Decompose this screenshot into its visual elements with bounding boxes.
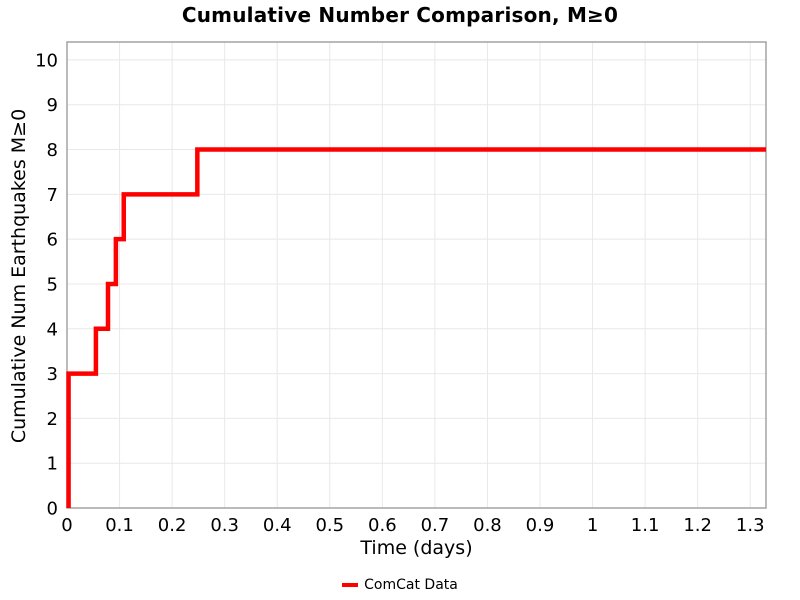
x-tick-label: 0.3 <box>210 515 239 536</box>
x-tick-label: 1.1 <box>631 515 660 536</box>
x-tick-label: 1.2 <box>683 515 712 536</box>
x-tick-label: 0.9 <box>526 515 555 536</box>
x-tick-label: 0.6 <box>368 515 397 536</box>
x-axis-label: Time (days) <box>360 537 473 559</box>
y-tick-label: 9 <box>47 95 58 116</box>
x-tick-label: 0.1 <box>105 515 134 536</box>
x-tick-label: 0.2 <box>158 515 187 536</box>
y-tick-label: 3 <box>47 364 58 385</box>
chart-title: Cumulative Number Comparison, M≥0 <box>181 3 619 27</box>
x-tick-label: 0.8 <box>473 515 502 536</box>
x-tick-label: 1.3 <box>736 515 765 536</box>
x-tick-label: 1 <box>587 515 598 536</box>
y-tick-label: 1 <box>47 454 58 475</box>
x-tick-label: 0.7 <box>421 515 450 536</box>
legend-label: ComCat Data <box>364 577 458 593</box>
y-tick-label: 0 <box>47 499 58 520</box>
y-tick-label: 6 <box>47 230 58 251</box>
y-tick-label: 7 <box>47 185 58 206</box>
legend: ComCat Data <box>0 573 800 597</box>
x-tick-label: 0.4 <box>263 515 292 536</box>
data-series-line <box>66 147 766 508</box>
legend-line-icon <box>342 583 359 587</box>
plot-border <box>66 41 767 509</box>
y-tick-label: 8 <box>47 140 58 161</box>
y-tick-label: 4 <box>47 319 58 340</box>
y-tick-label: 10 <box>35 50 58 71</box>
y-tick-label: 5 <box>47 274 58 295</box>
x-tick-label: 0.5 <box>315 515 344 536</box>
y-axis-label: Cumulative Num Earthquakes M≥0 <box>8 108 30 444</box>
y-tick-label: 2 <box>47 409 58 430</box>
x-tick-label: 0 <box>61 515 72 536</box>
